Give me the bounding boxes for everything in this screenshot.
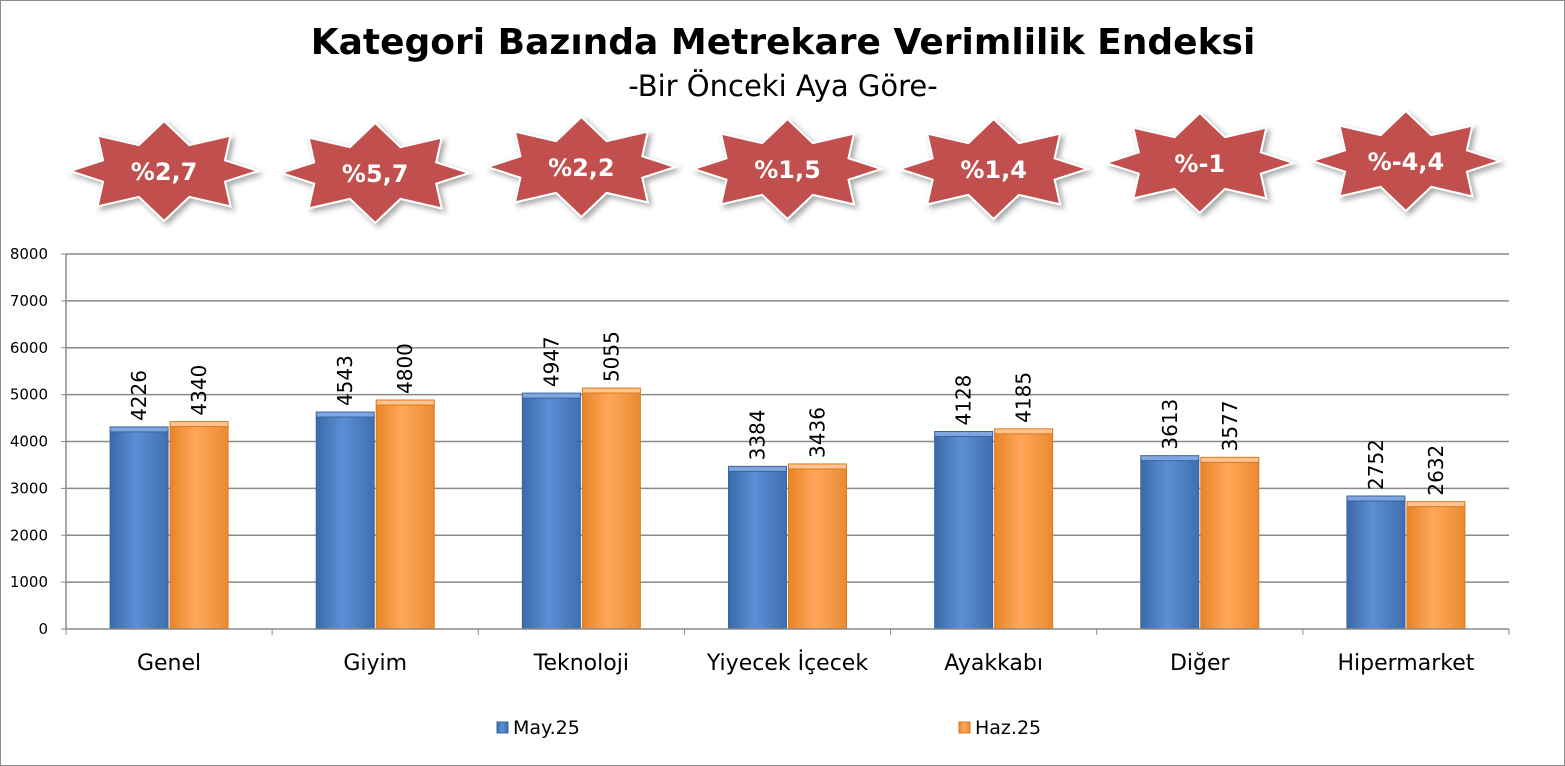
category-label: Hipermarket xyxy=(1337,651,1474,676)
change-value: %2,7 xyxy=(131,158,198,186)
y-axis-ticks: 0 1000 2000 3000 4000 5000 6000 7000 8000 xyxy=(10,245,66,638)
data-label: 4800 xyxy=(393,343,417,394)
bar-cap xyxy=(109,426,169,433)
legend-swatch xyxy=(496,721,509,734)
bar-may25 xyxy=(521,396,581,630)
data-label: 3613 xyxy=(1158,399,1182,450)
gridlines xyxy=(66,253,1509,583)
bar-cap xyxy=(1406,501,1466,508)
category-label: Ayakkabı xyxy=(944,651,1043,676)
bars xyxy=(109,387,1466,630)
badge-star-shape xyxy=(66,119,262,223)
bar-may25 xyxy=(315,415,375,630)
change-value: %5,7 xyxy=(342,160,409,188)
y-tick-label: 5000 xyxy=(10,386,48,404)
bar-may25 xyxy=(1346,499,1406,630)
y-tick-label: 2000 xyxy=(10,526,48,544)
legend-label: May.25 xyxy=(513,717,580,739)
category-label: Giyim xyxy=(343,651,407,676)
data-label: 2752 xyxy=(1364,439,1388,490)
badge-star-shape xyxy=(690,117,885,221)
bar-cap xyxy=(581,387,641,394)
chart-title: Kategori Bazında Metrekare Verimlilik En… xyxy=(311,22,1256,63)
bar-may25 xyxy=(728,469,787,630)
change-value: %-1 xyxy=(1174,150,1225,178)
axes xyxy=(65,254,1510,635)
bar-cap xyxy=(521,392,581,399)
y-tick-label: 6000 xyxy=(10,339,48,357)
category-label: Diğer xyxy=(1170,651,1231,676)
data-label: 3384 xyxy=(746,409,770,460)
data-label: 4128 xyxy=(952,375,976,426)
data-label: 2632 xyxy=(1424,445,1448,496)
bar-cap xyxy=(994,428,1054,435)
y-tick-label: 0 xyxy=(38,620,48,638)
change-value: %1,5 xyxy=(754,156,821,184)
change-value: %1,4 xyxy=(960,156,1027,184)
badge-star-shape xyxy=(1102,111,1298,215)
y-tick-label: 8000 xyxy=(10,245,48,263)
change-value: %2,2 xyxy=(548,154,615,182)
bar-may25 xyxy=(934,435,994,630)
y-tick-label: 1000 xyxy=(10,573,48,591)
x-axis-ticks: Genel Giyim Teknoloji Yiyecek İçecek Ayakkab… xyxy=(137,650,1475,676)
chart-subtitle: -Bir Önceki Aya Göre- xyxy=(628,69,937,103)
data-label: 4185 xyxy=(1012,372,1036,423)
data-labels: 4226 4340 4543 4800 4947 5055 3384 3436 4128 4185… xyxy=(127,331,1448,495)
bar-cap xyxy=(1346,495,1406,502)
data-label: 4340 xyxy=(187,365,211,416)
bar-cap xyxy=(728,465,787,472)
bar-haz25 xyxy=(169,425,229,630)
badge-star-shape xyxy=(896,117,1091,221)
category-label: Teknoloji xyxy=(533,651,629,676)
change-badge: %-4,4 xyxy=(1308,109,1504,213)
legend: May.25 Haz.25 xyxy=(496,717,1041,739)
change-badge: %5,7 xyxy=(277,121,473,225)
bar-cap xyxy=(315,411,375,418)
bar-cap xyxy=(788,463,847,470)
bar-cap xyxy=(1200,456,1260,463)
change-badge: %1,5 xyxy=(690,117,885,221)
change-badges: %2,7 %5,7 %2,2 %1,5 %1,4 %-1 %-4,4 xyxy=(66,109,1504,225)
bar-haz25 xyxy=(994,432,1054,630)
bar-cap xyxy=(1140,455,1200,462)
data-label: 3577 xyxy=(1218,400,1242,451)
legend-label: Haz.25 xyxy=(975,717,1041,739)
badge-star-shape xyxy=(1308,109,1504,213)
change-badge: %2,7 xyxy=(66,119,262,223)
change-value: %-4,4 xyxy=(1368,148,1445,176)
bar-cap xyxy=(169,421,229,428)
bar-haz25 xyxy=(788,467,847,630)
data-label: 5055 xyxy=(599,331,623,382)
bar-may25 xyxy=(109,430,169,630)
data-label: 4543 xyxy=(333,355,357,406)
y-tick-label: 4000 xyxy=(10,433,48,451)
badge-star-shape xyxy=(277,121,473,225)
data-label: 4947 xyxy=(539,336,563,387)
category-label: Yiyecek İçecek xyxy=(706,650,868,676)
bar-cap xyxy=(934,431,994,437)
bar-haz25 xyxy=(1200,460,1260,630)
data-label: 4226 xyxy=(127,370,151,421)
badge-star-shape xyxy=(484,115,679,219)
bar-cap xyxy=(375,399,435,406)
change-badge: %2,2 xyxy=(484,115,679,219)
change-badge: %1,4 xyxy=(896,117,1091,221)
y-tick-label: 7000 xyxy=(10,292,48,310)
data-label: 3436 xyxy=(806,407,830,458)
y-tick-label: 3000 xyxy=(10,479,48,497)
legend-swatch xyxy=(958,721,971,734)
bar-haz25 xyxy=(375,403,435,630)
bar-haz25 xyxy=(581,391,641,630)
bar-may25 xyxy=(1140,459,1200,630)
category-label: Genel xyxy=(137,651,201,676)
bar-haz25 xyxy=(1406,505,1466,630)
change-badge: %-1 xyxy=(1102,111,1298,215)
